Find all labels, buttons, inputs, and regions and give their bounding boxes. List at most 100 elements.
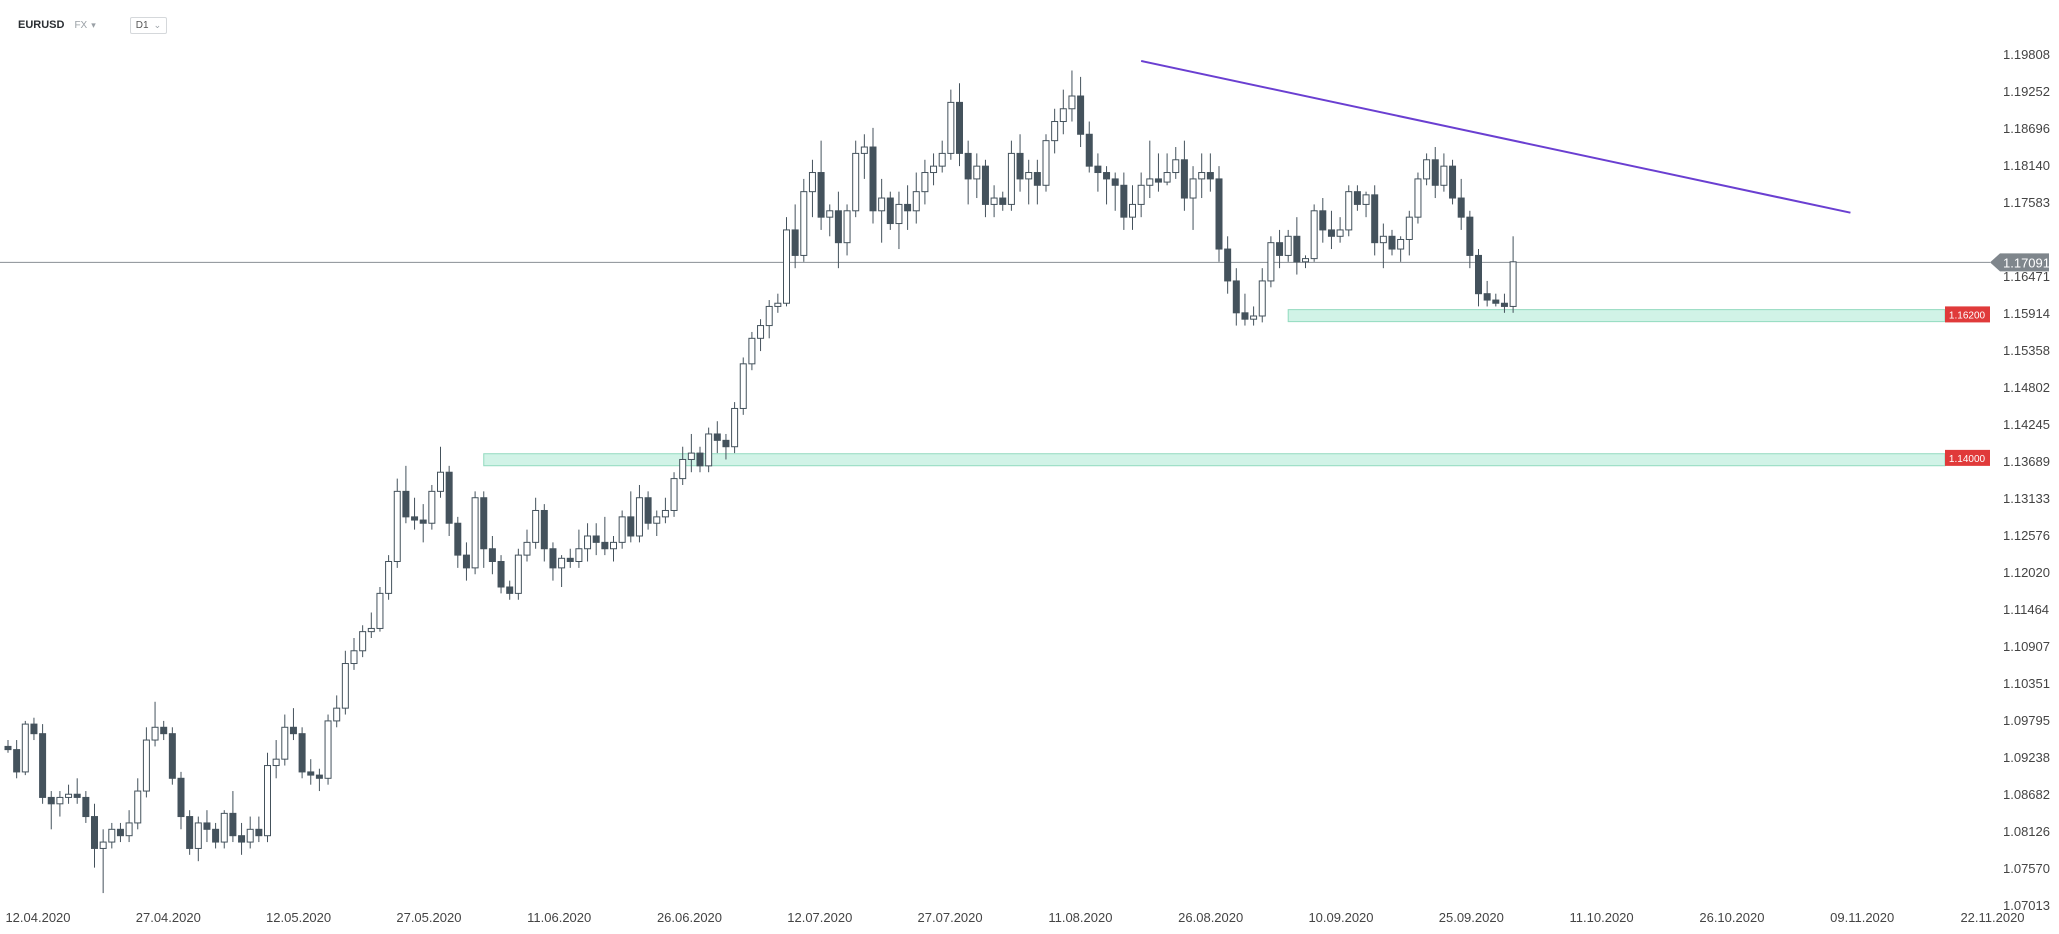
bull-candle [65,793,73,798]
timeframe-selector[interactable]: D1 ⌄ [129,16,168,34]
y-tick-label: 1.14245 [2003,417,2050,432]
bull-candle [471,497,479,569]
bear-candle [1232,280,1240,314]
bull-candle [575,548,583,562]
bull-candle [1379,235,1387,244]
market-selector[interactable]: FX ▾ [74,20,95,31]
bull-candle [618,516,626,543]
bear-candle [1103,172,1111,180]
bear-candle [540,509,548,550]
bull-candle [912,191,920,212]
bull-candle [99,841,107,849]
bull-candle [359,631,367,652]
bull-candle [324,720,332,779]
bear-candle [82,796,90,818]
bear-candle [1077,95,1085,135]
bear-candle [644,497,652,524]
bear-candle [696,452,704,467]
bear-candle [30,723,38,735]
bull-candle [757,325,765,339]
bull-candle [1025,172,1033,180]
y-tick-label: 1.08682 [2003,787,2050,802]
bull-candle [341,663,349,709]
bull-candle [1068,95,1076,110]
current-price-label: 1.17091 [2003,255,2050,270]
bull-candle [947,101,955,154]
bear-candle [1449,165,1457,199]
bear-candle [1111,178,1119,186]
bear-candle [47,796,55,805]
bull-candle [1423,159,1431,180]
bull-candle [514,554,522,594]
bear-candle [506,586,514,594]
chevron-down-icon: ⌄ [153,19,162,30]
bull-candle [134,790,142,824]
bull-candle [1405,216,1413,240]
y-tick-label: 1.10351 [2003,676,2050,691]
bear-candle [307,771,315,776]
bear-candle [817,172,825,218]
bull-candle [1362,194,1370,205]
x-tick-label: 12.04.2020 [5,910,70,925]
bull-candle [1198,172,1206,180]
x-tick-label: 27.07.2020 [918,910,983,925]
bull-candle [973,165,981,180]
bull-candle [1007,152,1015,205]
bull-candle [705,433,713,467]
bear-candle [956,101,963,154]
bull-candle [826,210,834,218]
bear-candle [1094,165,1102,174]
bull-candle [1189,178,1197,199]
trendline [1140,59,1851,214]
bear-candle [160,726,168,735]
x-tick-label: 12.05.2020 [266,910,331,925]
bear-candle [886,197,894,225]
bear-candle [1206,172,1214,180]
bear-candle [255,828,263,837]
bear-candle [73,793,81,798]
bear-candle [1215,178,1223,250]
y-tick-label: 1.14802 [2003,380,2050,395]
bull-candle [385,560,393,594]
bear-candle [1466,216,1474,256]
x-tick-label: 26.08.2020 [1178,910,1243,925]
bull-candle [990,197,998,205]
bull-candle [938,152,946,167]
bear-candle [116,828,124,837]
bull-candle [558,557,566,569]
bull-candle [428,490,436,524]
bear-candle [627,516,635,537]
bull-candle [142,739,150,792]
support-zone [1287,309,1946,323]
bear-candle [186,816,194,849]
y-tick-label: 1.08126 [2003,824,2050,839]
bear-candle [203,822,211,830]
bull-candle [653,516,661,524]
bull-candle [1440,165,1448,186]
bull-candle [1267,242,1275,282]
bear-candle [13,749,21,773]
y-tick-label: 1.18696 [2003,121,2050,136]
bull-candle [272,758,280,767]
y-tick-label: 1.12020 [2003,565,2050,580]
bear-candle [289,726,297,735]
bull-candle [1146,178,1154,186]
bear-candle [177,777,185,818]
bull-candle [774,302,782,307]
market-label: FX [74,19,88,31]
bear-candle [168,733,176,779]
chevron-down-icon: ▾ [91,19,96,30]
bear-candle [869,146,877,212]
y-tick-label: 1.19808 [2003,47,2050,62]
bear-candle [1388,235,1396,250]
bull-candle [1172,159,1180,174]
bull-candle [1345,191,1353,231]
bear-candle [1224,248,1232,282]
bull-candle [21,723,29,773]
y-tick-label: 1.11464 [2003,602,2049,617]
bull-candle [393,490,401,562]
x-tick-label: 26.06.2020 [657,910,722,925]
y-tick-label: 1.07013 [2003,898,2050,913]
x-tick-label: 11.06.2020 [527,910,591,925]
